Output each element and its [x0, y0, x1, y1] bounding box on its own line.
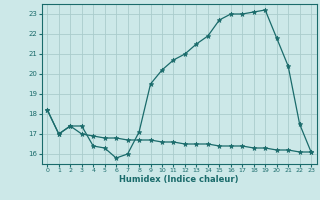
X-axis label: Humidex (Indice chaleur): Humidex (Indice chaleur) — [119, 175, 239, 184]
